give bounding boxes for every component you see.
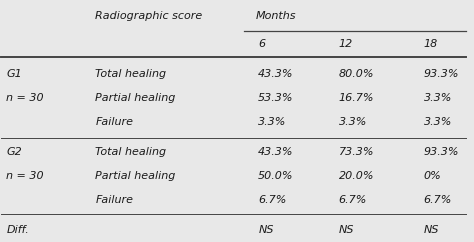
Text: 93.3%: 93.3% bbox=[424, 69, 459, 79]
Text: Diff.: Diff. bbox=[6, 225, 29, 235]
Text: 16.7%: 16.7% bbox=[338, 93, 374, 103]
Text: 3.3%: 3.3% bbox=[424, 93, 452, 103]
Text: 93.3%: 93.3% bbox=[424, 147, 459, 157]
Text: 20.0%: 20.0% bbox=[338, 171, 374, 181]
Text: G1: G1 bbox=[6, 69, 22, 79]
Text: 73.3%: 73.3% bbox=[338, 147, 374, 157]
Text: 80.0%: 80.0% bbox=[338, 69, 374, 79]
Text: Total healing: Total healing bbox=[95, 69, 166, 79]
Text: G2: G2 bbox=[6, 147, 22, 157]
Text: NS: NS bbox=[424, 225, 439, 235]
Text: Partial healing: Partial healing bbox=[95, 171, 175, 181]
Text: Partial healing: Partial healing bbox=[95, 93, 175, 103]
Text: 0%: 0% bbox=[424, 171, 441, 181]
Text: 6.7%: 6.7% bbox=[424, 195, 452, 205]
Text: NS: NS bbox=[338, 225, 354, 235]
Text: Months: Months bbox=[256, 11, 296, 21]
Text: 18: 18 bbox=[424, 39, 438, 49]
Text: Failure: Failure bbox=[95, 117, 133, 127]
Text: 6: 6 bbox=[258, 39, 265, 49]
Text: Failure: Failure bbox=[95, 195, 133, 205]
Text: n = 30: n = 30 bbox=[6, 171, 44, 181]
Text: NS: NS bbox=[258, 225, 274, 235]
Text: 3.3%: 3.3% bbox=[424, 117, 452, 127]
Text: Total healing: Total healing bbox=[95, 147, 166, 157]
Text: 53.3%: 53.3% bbox=[258, 93, 294, 103]
Text: 6.7%: 6.7% bbox=[258, 195, 287, 205]
Text: 43.3%: 43.3% bbox=[258, 147, 294, 157]
Text: 43.3%: 43.3% bbox=[258, 69, 294, 79]
Text: 6.7%: 6.7% bbox=[338, 195, 367, 205]
Text: n = 30: n = 30 bbox=[6, 93, 44, 103]
Text: Radiographic score: Radiographic score bbox=[95, 11, 202, 21]
Text: 3.3%: 3.3% bbox=[338, 117, 367, 127]
Text: 3.3%: 3.3% bbox=[258, 117, 287, 127]
Text: 50.0%: 50.0% bbox=[258, 171, 294, 181]
Text: 12: 12 bbox=[338, 39, 353, 49]
